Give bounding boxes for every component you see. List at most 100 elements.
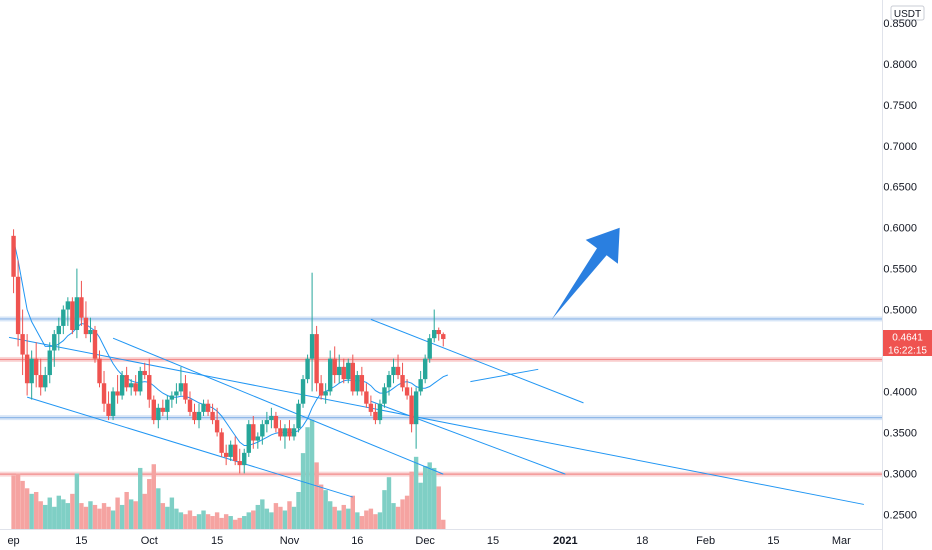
volume-bar: [133, 501, 138, 529]
volume-bar: [364, 510, 369, 529]
candle-body: [83, 317, 89, 335]
currency-badge[interactable]: [890, 5, 925, 21]
volume-bar: [305, 427, 310, 529]
candle-body: [291, 428, 297, 437]
price-tick-label: 0.6000: [883, 223, 917, 235]
candle-body: [101, 383, 107, 404]
volume-bar: [219, 517, 224, 529]
volume-bar: [350, 495, 355, 529]
candle-body: [11, 235, 16, 277]
volume-bar: [413, 456, 419, 529]
candle-body: [337, 366, 342, 376]
candle-body: [436, 330, 441, 335]
countdown-value: 16:22:15: [888, 346, 927, 357]
volume-bar: [291, 506, 297, 529]
volume-bar: [124, 491, 129, 529]
candle-body: [74, 297, 80, 331]
volume-bar: [20, 480, 25, 529]
volume-bar: [368, 508, 374, 529]
candle-body: [300, 379, 306, 404]
time-tick-label: Oct: [141, 535, 158, 547]
volume-bar: [119, 504, 125, 529]
candle-body: [106, 403, 111, 416]
candle-body: [70, 301, 75, 331]
volume-bar: [327, 501, 333, 529]
candle-body: [92, 330, 98, 359]
candle-body: [88, 330, 93, 335]
volume-bar: [373, 514, 378, 529]
trendline-0: [8, 336, 865, 505]
volume-bar: [160, 503, 166, 529]
volume-bar: [187, 510, 193, 529]
volume-bar: [142, 493, 147, 529]
candle-body: [386, 375, 392, 388]
volume-bar: [169, 497, 175, 529]
volume-bar: [427, 462, 432, 529]
time-tick-label: 15: [75, 535, 87, 547]
time-tick-label: Nov: [280, 535, 300, 547]
candle-body: [350, 362, 355, 392]
volume-bar: [441, 519, 446, 529]
volume-bar: [178, 512, 184, 529]
volume-bar: [92, 504, 98, 529]
candle-body: [192, 411, 197, 421]
candle-body: [61, 309, 66, 326]
candle-body: [128, 383, 134, 388]
volume-bar: [74, 473, 80, 529]
candle-body: [47, 350, 52, 376]
volume-bar: [38, 501, 43, 529]
candle-body: [201, 403, 206, 412]
volume-bar: [210, 516, 215, 529]
price-tick-label: 0.7000: [883, 141, 917, 153]
candle-body: [183, 383, 188, 400]
candles: [11, 229, 446, 474]
volume-bar: [33, 491, 39, 529]
moving-average: [13, 239, 448, 446]
volume-bar: [422, 466, 428, 529]
arrow-shape: [551, 227, 620, 320]
candle-body: [160, 407, 166, 412]
price-tick-label: 0.6500: [883, 182, 917, 194]
volume-bar: [346, 508, 351, 529]
volume-bar: [409, 471, 414, 529]
candle-body: [142, 370, 147, 376]
candle-body: [364, 391, 369, 404]
price-axis-ticks: 0.8500 0.8000 0.7500 0.7000 0.6500 0.6000 0.55…: [883, 18, 917, 521]
candle-body: [309, 334, 315, 359]
volume-bar: [300, 453, 306, 529]
volume-bar: [43, 504, 48, 529]
volume-bar: [246, 512, 251, 529]
volume-bar: [395, 506, 401, 529]
candle-body: [318, 383, 324, 396]
price-axis-bg: [882, 0, 932, 550]
candle-body: [332, 358, 337, 376]
time-tick-label: Mar: [832, 535, 851, 547]
volume-bar: [287, 501, 292, 529]
volume-bar: [432, 467, 437, 529]
volume-bar: [359, 516, 365, 529]
price-tick-label: 0.7500: [883, 100, 917, 112]
volume-bar: [192, 516, 197, 529]
volume-bar: [264, 508, 270, 529]
horizontal-levels: [0, 316, 882, 477]
volume-bars: [11, 419, 446, 529]
time-tick-label: ep: [7, 535, 19, 547]
candle-body: [346, 362, 351, 380]
candle-body: [323, 391, 328, 396]
volume-bar: [223, 514, 229, 529]
last-price-value: 0.4641: [892, 333, 923, 344]
candle-body: [151, 399, 156, 421]
candle-body: [282, 428, 288, 437]
candle-body: [269, 415, 274, 421]
candle-body: [15, 276, 21, 335]
candle-body: [432, 330, 437, 339]
bullish-arrow: [551, 227, 620, 320]
candle-body: [169, 395, 175, 400]
volume-bar: [88, 501, 93, 529]
candle-body: [43, 375, 48, 388]
volume-bar: [269, 512, 274, 529]
currency-label: USDT: [894, 9, 921, 20]
candle-body: [314, 334, 319, 384]
candle-body: [377, 403, 383, 421]
